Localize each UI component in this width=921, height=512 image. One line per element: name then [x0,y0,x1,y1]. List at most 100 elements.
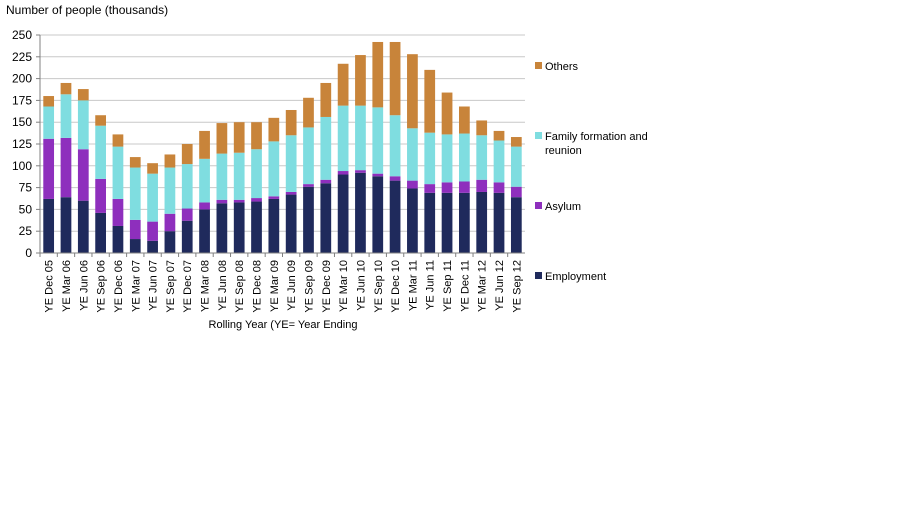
bar-segment-asylum [372,173,384,177]
bar-segment-family-formation-and-reunion [389,115,401,177]
x-tick-label: YE Jun 11 [425,260,437,310]
bar-segment-others [251,122,262,150]
bar-segment-asylum [510,186,522,198]
bar-segment-family-formation-and-reunion [216,153,228,200]
bar-segment-employment [181,220,193,253]
x-tick-label: YE Mar 08 [200,260,212,312]
x-tick-label: YE Mar 07 [130,260,142,312]
bar-segment-others [164,154,176,168]
x-tick-label: YE Mar 06 [61,260,73,312]
bar-segment-employment [216,203,228,253]
bar-segment-asylum [147,221,158,241]
x-tick-label: YE Jun 07 [148,260,160,311]
bar-segment-employment [77,200,89,253]
y-axis-title: Number of people (thousands) [6,3,168,17]
x-tick-label: YE Sep 08 [234,260,246,313]
bar-segment-family-formation-and-reunion [337,105,349,172]
bar-segment-others [389,41,401,116]
bar-segment-family-formation-and-reunion [285,135,297,192]
bar-segment-family-formation-and-reunion [112,146,124,199]
x-tick-labels: YE Dec 05 YE Mar 06 YE Jun 06 YE Sep 06 YE D… [39,253,523,313]
bar-segment-asylum [95,178,106,213]
y-tick-label: 250 [12,28,32,42]
x-tick-label: YE Jun 10 [355,260,367,311]
legend-swatch [535,202,542,209]
bar-segment-asylum [493,182,505,193]
bar-segment-family-formation-and-reunion [510,146,522,187]
y-tick-label: 25 [19,224,33,238]
bar-segment-family-formation-and-reunion [493,140,505,183]
bar-segment-family-formation-and-reunion [77,100,89,150]
bar-segment-asylum [199,202,210,210]
x-tick-label: YE Sep 11 [442,260,454,312]
x-tick-label: YE Dec 05 [44,260,56,313]
bar-segment-employment [95,212,106,253]
bar-segment-employment [407,188,418,253]
bar-segment-asylum [251,198,262,202]
y-tick-label: 175 [12,93,32,107]
x-tick-label: YE Dec 11 [459,260,471,312]
bar-segment-asylum [60,137,72,198]
bar-segment-asylum [320,179,332,184]
bars [43,41,522,253]
x-tick-label: YE Sep 07 [165,260,177,313]
legend-swatch [535,272,542,279]
bar-segment-others [181,144,193,165]
legend: Others Family formation and reunion Asylum E… [535,61,648,283]
bar-segment-others [60,82,72,95]
bar-segment-others [129,157,141,168]
bar-segment-asylum [303,184,314,187]
bar-segment-others [285,109,297,136]
bar-segment-family-formation-and-reunion [251,149,262,199]
x-tick-label: YE Sep 12 [511,260,523,313]
y-tick-label: 125 [12,137,32,151]
bar-segment-others [337,63,349,106]
x-tick-label: YE Dec 09 [321,260,333,313]
bar-segment-family-formation-and-reunion [441,134,453,183]
legend-label: Employment [545,271,606,283]
bar-segment-others [459,106,470,134]
bar-segment-others [424,69,436,133]
bar-segment-others [320,82,332,117]
y-tick-label: 225 [12,50,32,64]
x-tick-label: YE Dec 06 [113,260,125,313]
legend-swatch [535,132,542,139]
bar-segment-others [407,54,418,129]
bar-segment-employment [285,194,297,253]
bar-segment-asylum [389,176,401,181]
bar-segment-asylum [407,180,418,189]
bar-segment-employment [112,225,124,253]
legend-swatch [535,62,542,69]
bar-segment-family-formation-and-reunion [129,167,141,220]
x-tick-label: YE Jun 08 [217,260,229,311]
bar-segment-asylum [476,179,488,192]
x-tick-label: YE Jun 09 [286,260,298,311]
x-tick-label: YE Sep 09 [303,260,315,313]
y-tick-label: 150 [12,115,32,129]
bar-segment-employment [268,198,280,253]
bar-segment-family-formation-and-reunion [43,106,55,139]
y-tick-label: 0 [25,246,32,260]
bar-segment-family-formation-and-reunion [372,107,384,174]
bar-segment-others [43,96,55,107]
x-tick-label: YE Dec 10 [390,260,402,313]
bar-segment-asylum [355,170,366,173]
x-tick-label: YE Dec 07 [182,260,194,313]
bar-segment-employment [424,192,436,253]
bar-segment-family-formation-and-reunion [303,127,314,185]
bar-segment-asylum [459,181,470,193]
x-tick-label: YE Jun 12 [494,260,506,311]
bar-segment-others [441,92,453,135]
x-tick-label: YE Mar 11 [407,260,419,311]
bar-segment-employment [476,191,488,253]
bar-segment-others [510,137,522,147]
bar-segment-asylum [181,208,193,221]
bar-segment-asylum [424,184,436,193]
bar-segment-others [77,89,89,101]
bar-segment-others [476,120,488,136]
bar-segment-family-formation-and-reunion [407,128,418,181]
bar-segment-employment [129,239,141,253]
x-tick-label: YE Dec 08 [252,260,264,313]
y-tick-labels: 0 25 50 75 100 125 150 175 200 225 250 [12,28,40,260]
x-tick-label: YE Sep 06 [96,260,108,313]
